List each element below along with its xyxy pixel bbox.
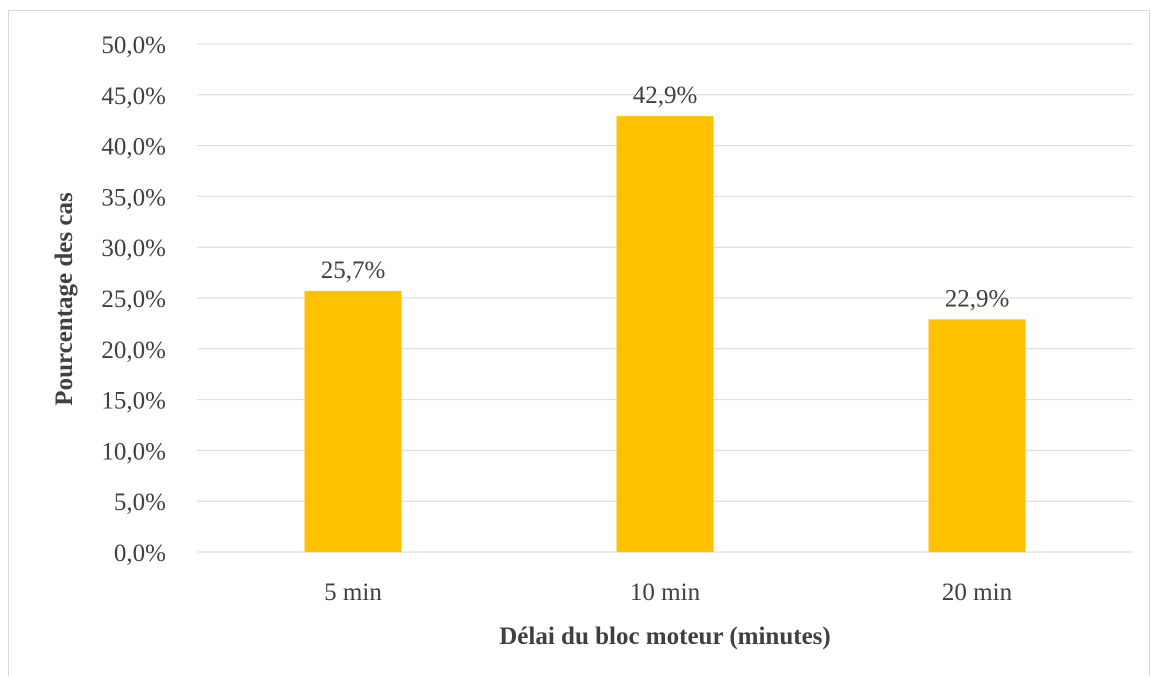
data-label: 42,9% <box>633 82 698 109</box>
y-tick-label: 20,0% <box>101 337 166 364</box>
y-tick-label: 50,0% <box>101 32 166 59</box>
y-tick-label: 5,0% <box>114 489 166 516</box>
bars <box>304 116 1026 553</box>
x-axis-ticks: 5 min 10 min 20 min <box>324 579 1012 606</box>
data-label: 22,9% <box>945 285 1010 312</box>
x-tick-label: 20 min <box>942 579 1013 606</box>
bar <box>304 290 402 552</box>
data-labels: 25,7% 42,9% 22,9% <box>321 82 1010 312</box>
x-tick-label: 5 min <box>324 579 382 606</box>
y-tick-label: 30,0% <box>101 235 166 262</box>
y-tick-label: 35,0% <box>101 184 166 211</box>
x-tick-label: 10 min <box>630 579 701 606</box>
data-label: 25,7% <box>321 257 386 284</box>
y-tick-label: 45,0% <box>101 83 166 110</box>
y-tick-label: 25,0% <box>101 286 166 313</box>
y-axis-ticks: 0,0% 5,0% 10,0% 15,0% 20,0% 25,0% 30,0% 35,0% 40… <box>101 32 166 567</box>
y-axis-title: Pourcentage des cas <box>51 192 78 406</box>
y-tick-label: 0,0% <box>114 540 166 567</box>
x-axis-title: Délai du bloc moteur (minutes) <box>499 623 830 650</box>
y-tick-label: 15,0% <box>101 388 166 415</box>
y-tick-label: 10,0% <box>101 438 166 465</box>
bar <box>616 116 714 553</box>
y-tick-label: 40,0% <box>101 134 166 161</box>
bar <box>928 319 1026 552</box>
